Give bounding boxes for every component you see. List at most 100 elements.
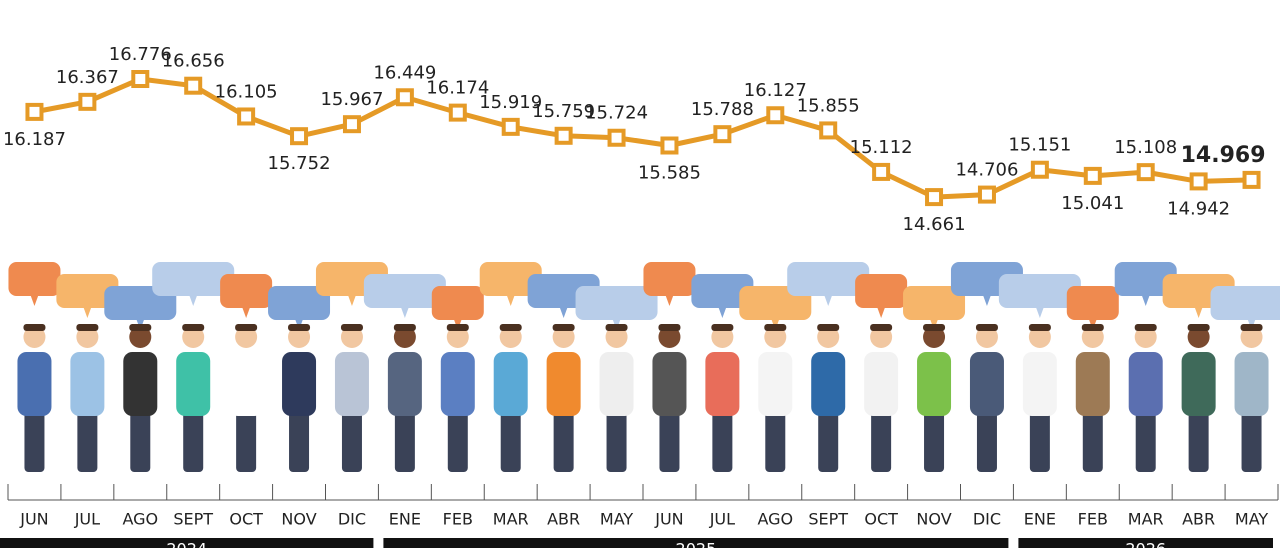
person-body — [758, 352, 793, 416]
x-tick-label: AGO — [122, 510, 158, 529]
person-hair — [235, 324, 258, 331]
speech-bubble — [479, 262, 542, 296]
x-tick-label: FEB — [1078, 510, 1108, 529]
person-legs — [659, 410, 680, 472]
x-tick-label: OCT — [864, 510, 898, 529]
value-label: 15.112 — [850, 137, 913, 158]
person-body — [864, 352, 899, 416]
speech-bubble-tail — [506, 295, 515, 306]
point — [395, 88, 414, 107]
person-legs — [553, 410, 574, 472]
person-body — [917, 352, 952, 416]
person-legs — [976, 410, 997, 472]
value-label: 16.367 — [56, 67, 119, 88]
x-tick-label: ENE — [1024, 510, 1056, 529]
person-legs — [1082, 410, 1103, 472]
speech-bubble-tail — [718, 307, 727, 318]
person-hair — [552, 324, 575, 331]
value-label: 16.449 — [373, 62, 436, 83]
person-body — [493, 352, 528, 416]
person-body — [1022, 352, 1057, 416]
person-hair — [1028, 324, 1051, 331]
value-label: 16.656 — [162, 51, 225, 72]
person-hair — [975, 324, 998, 331]
x-tick-label: MAR — [493, 510, 529, 529]
person-hair — [182, 324, 205, 331]
x-tick-label: ABR — [547, 510, 580, 529]
point — [78, 92, 97, 111]
value-label: 15.585 — [638, 163, 701, 184]
person-hair — [499, 324, 522, 331]
value-label: 15.151 — [1008, 135, 1071, 156]
speech-bubble-tail — [1194, 307, 1203, 318]
person-hair — [817, 324, 840, 331]
x-tick-label: NOV — [281, 510, 316, 529]
person-body — [1128, 352, 1163, 416]
speech-bubble — [855, 274, 908, 308]
person-legs — [924, 410, 945, 472]
speech-bubble-tail — [877, 307, 886, 318]
value-label: 14.969 — [1181, 143, 1266, 168]
value-label: 14.661 — [903, 214, 966, 235]
point — [713, 125, 732, 144]
person-hair — [393, 324, 416, 331]
speech-bubble — [1114, 262, 1177, 296]
value-label: 16.187 — [3, 129, 66, 150]
x-tick-label: MAR — [1128, 510, 1164, 529]
speech-bubble — [220, 274, 273, 308]
x-tick-label: FEB — [443, 510, 473, 529]
x-tick-label: JUN — [654, 510, 683, 529]
person-body — [652, 352, 687, 416]
x-tick-label: DIC — [338, 510, 366, 529]
person-body — [1234, 352, 1269, 416]
person-legs — [289, 410, 310, 472]
person-head — [1028, 326, 1051, 348]
point — [925, 188, 944, 207]
point — [607, 128, 626, 147]
point — [1030, 160, 1049, 179]
person-head — [764, 326, 787, 348]
person-head — [129, 326, 152, 348]
person-legs — [1241, 410, 1262, 472]
person-head — [23, 326, 46, 348]
point — [1136, 163, 1155, 182]
point — [1083, 166, 1102, 185]
person-hair — [129, 324, 152, 331]
person-head — [658, 326, 681, 348]
person-legs — [183, 410, 204, 472]
speech-bubble-tail — [1035, 307, 1044, 318]
x-tick-label: DIC — [973, 510, 1001, 529]
person-body — [334, 352, 369, 416]
speech-bubble-tail — [347, 295, 356, 306]
person-body — [969, 352, 1004, 416]
x-tick-label: MAY — [1235, 510, 1269, 529]
value-label: 15.752 — [268, 153, 331, 174]
person-body — [546, 352, 581, 416]
speech-bubble-tail — [982, 295, 991, 306]
point — [1189, 172, 1208, 191]
value-label: 15.108 — [1114, 137, 1177, 158]
person-body — [176, 352, 211, 416]
value-label: 15.967 — [320, 89, 383, 110]
x-tick-label: JUL — [709, 510, 735, 529]
speech-bubble-tail — [559, 307, 568, 318]
person-body — [1181, 352, 1216, 416]
value-label: 15.759 — [532, 101, 595, 122]
person-body — [282, 352, 317, 416]
year-label: 2024 — [166, 540, 207, 548]
person-body — [599, 352, 634, 416]
speech-bubble — [8, 262, 61, 296]
person-hair — [23, 324, 46, 331]
person-body — [387, 352, 422, 416]
person-hair — [288, 324, 311, 331]
speech-bubble-tail — [242, 307, 251, 318]
x-tick-label: OCT — [229, 510, 263, 529]
person-legs — [818, 410, 839, 472]
person-body — [440, 352, 475, 416]
person-hair — [446, 324, 469, 331]
year-bar — [383, 538, 1009, 548]
person-head — [1240, 326, 1263, 348]
speech-bubble — [1066, 286, 1119, 320]
